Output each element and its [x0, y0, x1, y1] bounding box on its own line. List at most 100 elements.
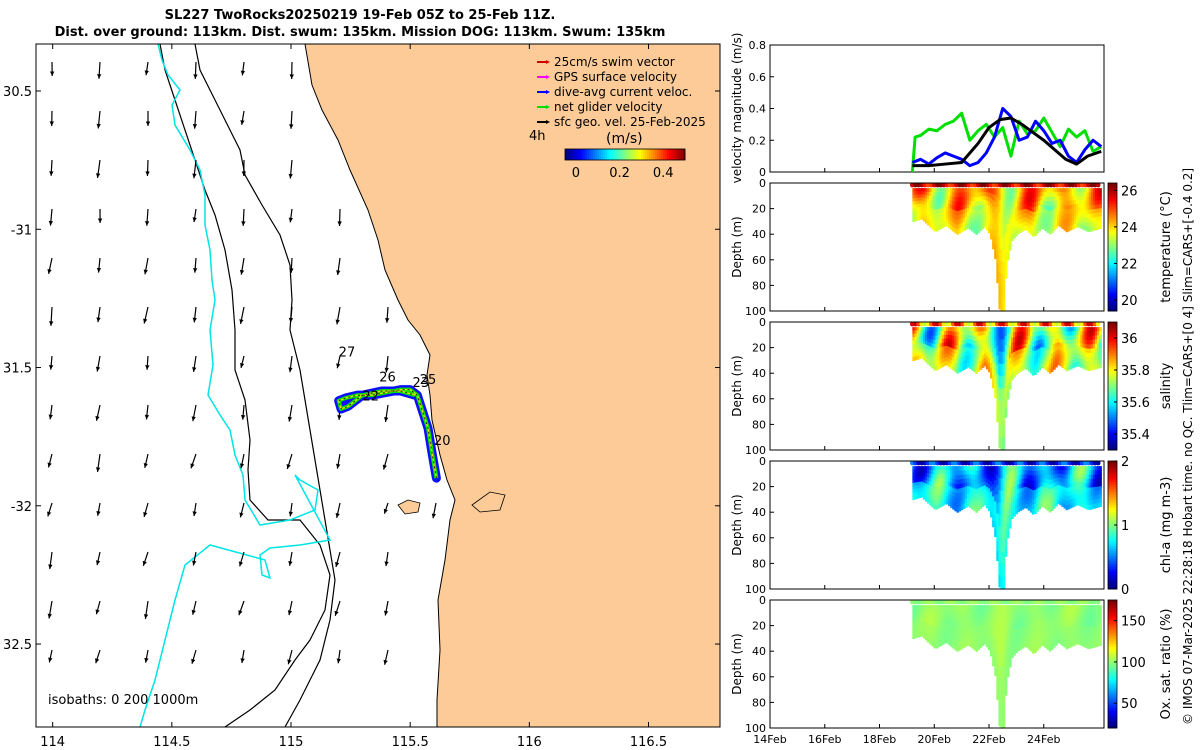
- colorbar-cell: [579, 149, 582, 160]
- velocity-arrow: [431, 502, 437, 519]
- velocity-arrow: [239, 453, 245, 469]
- colorbar-cell: [615, 149, 618, 160]
- legend-label: dive-avg current veloc.: [554, 85, 692, 99]
- velocity-arrow: [335, 502, 341, 518]
- colorbar-cell: [631, 149, 634, 160]
- velocity-arrow: [48, 649, 53, 663]
- velocity-arrow: [241, 208, 246, 226]
- velocity-arrow: [96, 306, 101, 323]
- island: [397, 499, 421, 515]
- lat-tick-label: -31: [11, 223, 32, 238]
- velocity-arrow: [143, 600, 149, 619]
- colorbar-cell: [595, 149, 598, 160]
- velocity-arrow: [240, 110, 245, 126]
- velocity-arrow: [192, 208, 197, 223]
- colorbar-cell: [601, 149, 604, 160]
- velocity-arrow: [95, 355, 101, 372]
- colorbar-cell: [585, 149, 588, 160]
- map-ticks: 114 114.5 115 115.5 116 116.5 30.5 -31 31.5 -32 32…: [3, 44, 720, 750]
- lon-tick-label: 116: [517, 735, 542, 750]
- lat-tick-label: 30.5: [3, 85, 32, 100]
- velocity-arrow: [96, 502, 101, 516]
- velocity-arrow: [47, 257, 53, 275]
- velocity-arrow: [336, 453, 341, 469]
- colorbar-cell: [627, 149, 630, 160]
- colorbar-cell: [635, 149, 638, 160]
- colorbar-cell: [575, 149, 578, 160]
- velocity-arrow: [385, 306, 390, 323]
- colorbar-cell: [661, 149, 664, 160]
- velocity-arrow: [238, 600, 245, 616]
- lon-tick-label: 115: [279, 735, 304, 750]
- velocity-arrow: [288, 551, 293, 566]
- lat-tick-label: 32.5: [3, 638, 32, 653]
- colorbar-cell: [613, 149, 616, 160]
- velocity-arrow: [49, 110, 54, 126]
- day-label: 26: [379, 370, 396, 385]
- velocity-arrow: [336, 355, 341, 369]
- colorbar-cell: [667, 149, 670, 160]
- legend-item: sfc geo. vel. 25-Feb-2025: [537, 115, 706, 129]
- colorbar-cell: [681, 149, 684, 160]
- colorbar-cell: [649, 149, 652, 160]
- velocity-arrow: [288, 208, 294, 223]
- colorbar-cell: [683, 149, 686, 160]
- colorbar-cell: [651, 149, 654, 160]
- velocity-arrow: [383, 600, 389, 616]
- velocity-arrow: [289, 110, 294, 129]
- velocity-arrow: [49, 306, 54, 326]
- day-label: 22: [363, 390, 380, 405]
- colorbar-cell: [645, 149, 648, 160]
- colorbar-cell: [679, 149, 682, 160]
- colorbar-cell: [619, 149, 622, 160]
- velocity-arrow: [95, 551, 101, 566]
- velocity-arrow: [95, 404, 101, 421]
- lat-tick-label: -32: [11, 500, 32, 515]
- velocity-arrow: [145, 159, 150, 176]
- colorbar-cell: [609, 149, 612, 160]
- velocity-arrow: [95, 453, 101, 473]
- colorbar-cell: [665, 149, 668, 160]
- velocity-arrow: [239, 502, 245, 518]
- velocity-arrow: [334, 600, 341, 616]
- lat-tick-label: 31.5: [3, 362, 32, 377]
- coastline: [304, 44, 456, 727]
- velocity-arrow: [144, 61, 149, 76]
- velocity-arrow: [287, 600, 293, 616]
- colorbar-tick-label: 0.2: [609, 166, 630, 181]
- velocity-arrow: [191, 404, 197, 422]
- day-label: 27: [339, 345, 356, 360]
- velocity-arrow: [144, 404, 150, 420]
- velocity-arrow: [336, 257, 341, 276]
- velocity-arrow: [286, 453, 293, 470]
- colorbar-cell: [671, 149, 674, 160]
- velocity-arrow: [239, 257, 245, 275]
- velocity-arrow: [336, 649, 341, 664]
- colorbar-cell: [603, 149, 606, 160]
- map-frame: [35, 43, 721, 728]
- velocity-arrow: [384, 551, 389, 567]
- legend-label: sfc geo. vel. 25-Feb-2025: [554, 115, 706, 129]
- lon-tick-label: 114: [40, 735, 65, 750]
- map-colorbar: 0 0.2 0.4: [564, 148, 686, 181]
- velocity-arrow: [95, 649, 101, 664]
- legend-item: GPS surface velocity: [537, 70, 677, 84]
- colorbar-cell: [647, 149, 650, 160]
- day-label: 20: [434, 434, 451, 449]
- velocity-arrow: [97, 61, 102, 79]
- colorbar-cell: [569, 149, 572, 160]
- colorbar-tick-label: 0: [572, 166, 580, 181]
- velocity-arrow: [48, 404, 53, 420]
- velocity-arrow: [192, 551, 197, 566]
- velocity-arrow: [144, 649, 149, 663]
- colorbar-cell: [621, 149, 624, 160]
- colorbar-cell: [655, 149, 658, 160]
- surface-velocity-arrows: [47, 61, 437, 665]
- scale-label: 4h: [529, 129, 546, 144]
- glider-track: [334, 385, 441, 483]
- colorbar-cell: [597, 149, 600, 160]
- colorbar-cell: [669, 149, 672, 160]
